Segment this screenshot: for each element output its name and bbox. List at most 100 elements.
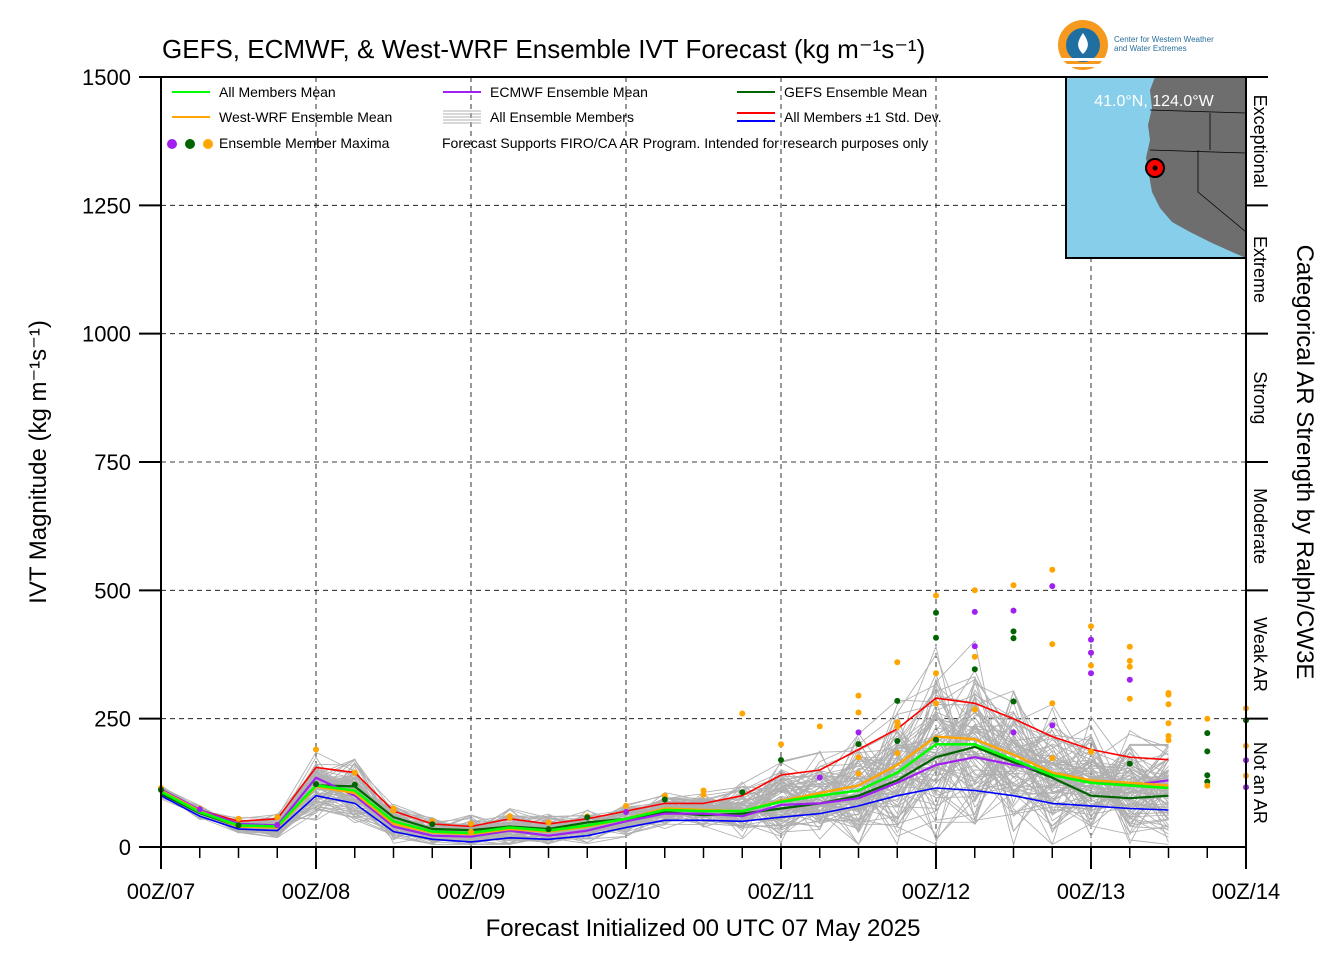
ensemble-maximum-point <box>1049 700 1056 707</box>
legend-label-members: All Ensemble Members <box>490 109 634 125</box>
legend-label-stddev: All Members ±1 Std. Dev. <box>784 109 942 125</box>
ar-category-label: Moderate <box>1250 488 1270 564</box>
ensemble-maximum-point <box>1049 583 1056 590</box>
ensemble-maximum-point <box>933 670 939 677</box>
logo-text-line2: and Water Extremes <box>1114 44 1187 53</box>
y-axis-label: IVT Magnitude (kg m⁻¹s⁻¹) <box>25 320 52 604</box>
x-tick-label: 00Z/10 <box>592 879 661 904</box>
ensemble-maximum-point <box>971 608 978 615</box>
x-tick-label: 00Z/09 <box>437 879 506 904</box>
ensemble-member-line <box>160 749 1169 837</box>
ensemble-maximum-point <box>1088 748 1094 755</box>
ensemble-maximum-point <box>1088 636 1094 643</box>
x-tick-label: 00Z/11 <box>748 879 815 904</box>
ensemble-maximum-point <box>390 807 397 814</box>
ensemble-maximum-point <box>1204 772 1211 779</box>
ensemble-maximum-point <box>661 796 668 803</box>
inset-map: 41.0°N, 124.0°W <box>1065 76 1247 259</box>
legend-label-ecmwf-mean: ECMWF Ensemble Mean <box>490 84 648 100</box>
legend-swatch-maxima-wwrf <box>203 139 213 149</box>
ensemble-maximum-point <box>1204 715 1211 722</box>
ensemble-maximum-point <box>700 791 707 798</box>
legend: All Members Mean ECMWF Ensemble Mean GEF… <box>167 84 942 151</box>
ensemble-maximum-point <box>1204 782 1211 789</box>
x-tick-label: 00Z/12 <box>902 879 971 904</box>
ensemble-maximum-point <box>1010 698 1017 705</box>
ensemble-maximum-point <box>1165 701 1172 708</box>
ensemble-maximum-point <box>468 828 474 835</box>
y-tick-label: 250 <box>94 707 131 732</box>
ensemble-maximum-point <box>1165 737 1172 744</box>
ensemble-maximum-point <box>855 741 862 748</box>
ar-category-label: Strong <box>1250 371 1270 424</box>
chart-title: GEFS, ECMWF, & West-WRF Ensemble IVT For… <box>162 34 925 64</box>
x-tick-label: 00Z/14 <box>1212 879 1281 904</box>
ensemble-maximum-point <box>971 643 978 650</box>
ensemble-maximum-point <box>196 806 203 813</box>
ensemble-maximum-point <box>933 609 939 616</box>
ensemble-maximum-point <box>506 814 513 821</box>
ensemble-maximum-point <box>1010 628 1017 635</box>
ensemble-member-line <box>160 694 1169 846</box>
ensemble-maximum-point <box>623 809 629 815</box>
ensemble-maximum-point <box>1010 607 1017 614</box>
ensemble-maximum-point <box>855 692 862 699</box>
ensemble-maximum-point <box>700 787 707 794</box>
ensemble-maximum-point <box>1049 641 1056 648</box>
ar-category-label: Exceptional <box>1250 95 1270 188</box>
legend-label-gefs-mean: GEFS Ensemble Mean <box>784 84 927 100</box>
ar-category-label: Weak AR <box>1250 617 1270 692</box>
inset-location-label: 41.0°N, 124.0°W <box>1094 93 1214 110</box>
cw3e-logo: Center for Western Weather and Water Ext… <box>1058 20 1214 70</box>
ensemble-maximum-point <box>545 819 552 826</box>
legend-swatch-maxima-ecmwf <box>167 139 177 149</box>
ensemble-maximum-point <box>933 736 939 743</box>
y-tick-label: 750 <box>94 450 131 475</box>
ensemble-maximum-point <box>894 738 901 744</box>
ensemble-maximum-point <box>623 802 629 809</box>
ensemble-maximum-point <box>429 821 436 828</box>
ensemble-maximum-point <box>235 822 242 829</box>
inset-land <box>1146 77 1246 258</box>
ensemble-maximum-point <box>971 653 978 660</box>
ensemble-maximum-point <box>933 700 939 707</box>
ar-category-label: Extreme <box>1250 236 1270 303</box>
series-line-gefs-ensemble-mean <box>160 745 1169 832</box>
logo-text-line1: Center for Western Weather <box>1114 35 1214 44</box>
ensemble-maximum-point <box>1010 729 1017 736</box>
ensemble-maximum-point <box>1126 663 1133 670</box>
ensemble-maximum-point <box>1126 657 1133 664</box>
ensemble-maximum-point <box>1126 643 1133 650</box>
ensemble-maximum-point <box>1126 695 1133 702</box>
series-line-west-wrf-ensemble-mean <box>160 735 1169 836</box>
x-tick-label: 00Z/07 <box>127 879 196 904</box>
ensemble-maximum-point <box>894 719 901 726</box>
ensemble-maximum-point <box>1088 649 1094 656</box>
ensemble-maximum-point <box>1126 676 1133 683</box>
ensemble-member-line <box>160 725 1169 842</box>
ensemble-maximum-point <box>1165 733 1172 739</box>
ensemble-maximum-point <box>816 723 823 730</box>
ensemble-maximum-point <box>971 706 978 713</box>
ensemble-maximum-point <box>778 757 784 763</box>
ensemble-maximum-point <box>1126 760 1133 767</box>
ensemble-maximum-point <box>1049 566 1056 573</box>
ensemble-maximum-point <box>1088 670 1094 677</box>
inset-state-borders <box>1149 109 1247 233</box>
y-tick-label: 500 <box>94 578 131 603</box>
legend-label-maxima: Ensemble Member Maxima <box>219 135 390 151</box>
ensemble-maximum-point <box>1088 662 1094 669</box>
forecast-note: Forecast Supports FIRO/CA AR Program. In… <box>442 135 928 151</box>
ensemble-maximum-point <box>584 814 591 821</box>
ensemble-maximum-point <box>855 770 862 777</box>
series-line-all-members-mean <box>160 742 1169 835</box>
legend-label-all-mean: All Members Mean <box>219 84 336 100</box>
axes-layer: 0 250 500 750 1000 1250 1500 00Z/07 00Z/08 00Z/09… <box>82 65 1280 904</box>
ensemble-maximum-point <box>894 750 901 757</box>
ensemble-maximum-point <box>235 815 242 822</box>
y-tick-label: 1000 <box>82 322 131 347</box>
ensemble-maximum-point <box>855 754 862 761</box>
ensemble-maximum-point <box>351 769 358 776</box>
logo-drop-icon <box>1078 33 1088 54</box>
x-axis-label: Forecast Initialized 00 UTC 07 May 2025 <box>486 915 921 942</box>
